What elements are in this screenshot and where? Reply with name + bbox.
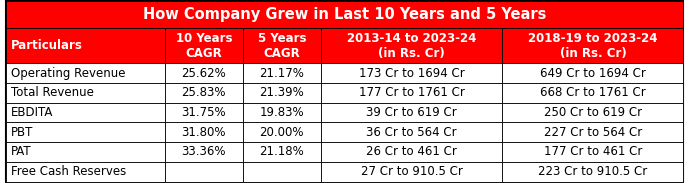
Text: 10 Years
CAGR: 10 Years CAGR <box>176 32 232 60</box>
Text: 2018-19 to 2023-24
(in Rs. Cr): 2018-19 to 2023-24 (in Rs. Cr) <box>528 32 658 60</box>
Text: 649 Cr to 1694 Cr: 649 Cr to 1694 Cr <box>540 67 646 80</box>
Text: 250 Cr to 619 Cr: 250 Cr to 619 Cr <box>544 106 642 119</box>
Bar <box>502 63 683 83</box>
Text: 19.83%: 19.83% <box>260 106 304 119</box>
Text: Free Cash Reserves: Free Cash Reserves <box>11 165 126 178</box>
Bar <box>165 142 243 162</box>
Bar <box>165 83 243 103</box>
Bar <box>321 83 502 103</box>
Text: Operating Revenue: Operating Revenue <box>11 67 125 80</box>
Bar <box>243 103 321 122</box>
Text: 227 Cr to 564 Cr: 227 Cr to 564 Cr <box>544 126 642 139</box>
Bar <box>6 122 165 142</box>
Text: 26 Cr to 461 Cr: 26 Cr to 461 Cr <box>366 145 457 158</box>
Text: 21.17%: 21.17% <box>259 67 305 80</box>
Text: EBDITA: EBDITA <box>11 106 54 119</box>
Text: 31.80%: 31.80% <box>182 126 226 139</box>
Text: How Company Grew in Last 10 Years and 5 Years: How Company Grew in Last 10 Years and 5 … <box>143 7 546 22</box>
Bar <box>502 83 683 103</box>
Bar <box>502 28 683 63</box>
Bar <box>243 122 321 142</box>
Bar <box>321 28 502 63</box>
Text: 173 Cr to 1694 Cr: 173 Cr to 1694 Cr <box>359 67 464 80</box>
Text: 668 Cr to 1761 Cr: 668 Cr to 1761 Cr <box>540 86 646 99</box>
Text: 2013-14 to 2023-24
(in Rs. Cr): 2013-14 to 2023-24 (in Rs. Cr) <box>347 32 476 60</box>
Bar <box>165 63 243 83</box>
Bar <box>165 103 243 122</box>
Bar <box>165 28 243 63</box>
Bar <box>243 63 321 83</box>
Text: 21.18%: 21.18% <box>260 145 304 158</box>
Bar <box>165 122 243 142</box>
Bar <box>321 122 502 142</box>
Bar <box>243 28 321 63</box>
Text: 21.39%: 21.39% <box>260 86 304 99</box>
Bar <box>502 142 683 162</box>
Text: 39 Cr to 619 Cr: 39 Cr to 619 Cr <box>367 106 457 119</box>
Text: Total Revenue: Total Revenue <box>11 86 94 99</box>
Text: PAT: PAT <box>11 145 32 158</box>
Bar <box>243 83 321 103</box>
Bar <box>243 142 321 162</box>
Bar <box>243 162 321 182</box>
Text: 177 Cr to 461 Cr: 177 Cr to 461 Cr <box>544 145 642 158</box>
Text: 177 Cr to 1761 Cr: 177 Cr to 1761 Cr <box>359 86 464 99</box>
Bar <box>321 103 502 122</box>
Bar <box>165 162 243 182</box>
Bar <box>6 28 165 63</box>
Bar <box>321 162 502 182</box>
Bar <box>6 63 165 83</box>
Bar <box>321 142 502 162</box>
Bar <box>321 63 502 83</box>
Text: 36 Cr to 564 Cr: 36 Cr to 564 Cr <box>367 126 457 139</box>
Text: 25.83%: 25.83% <box>182 86 226 99</box>
Bar <box>502 122 683 142</box>
Bar <box>6 83 165 103</box>
Text: 223 Cr to 910.5 Cr: 223 Cr to 910.5 Cr <box>538 165 648 178</box>
Text: 25.62%: 25.62% <box>181 67 226 80</box>
Bar <box>502 162 683 182</box>
Text: 5 Years
CAGR: 5 Years CAGR <box>258 32 306 60</box>
Text: 20.00%: 20.00% <box>260 126 304 139</box>
Text: Particulars: Particulars <box>11 39 83 52</box>
Bar <box>6 142 165 162</box>
Text: PBT: PBT <box>11 126 33 139</box>
Bar <box>6 1 683 28</box>
Bar <box>6 103 165 122</box>
Bar <box>6 162 165 182</box>
Text: 31.75%: 31.75% <box>181 106 226 119</box>
Text: 33.36%: 33.36% <box>182 145 226 158</box>
Text: 27 Cr to 910.5 Cr: 27 Cr to 910.5 Cr <box>360 165 462 178</box>
Bar <box>502 103 683 122</box>
